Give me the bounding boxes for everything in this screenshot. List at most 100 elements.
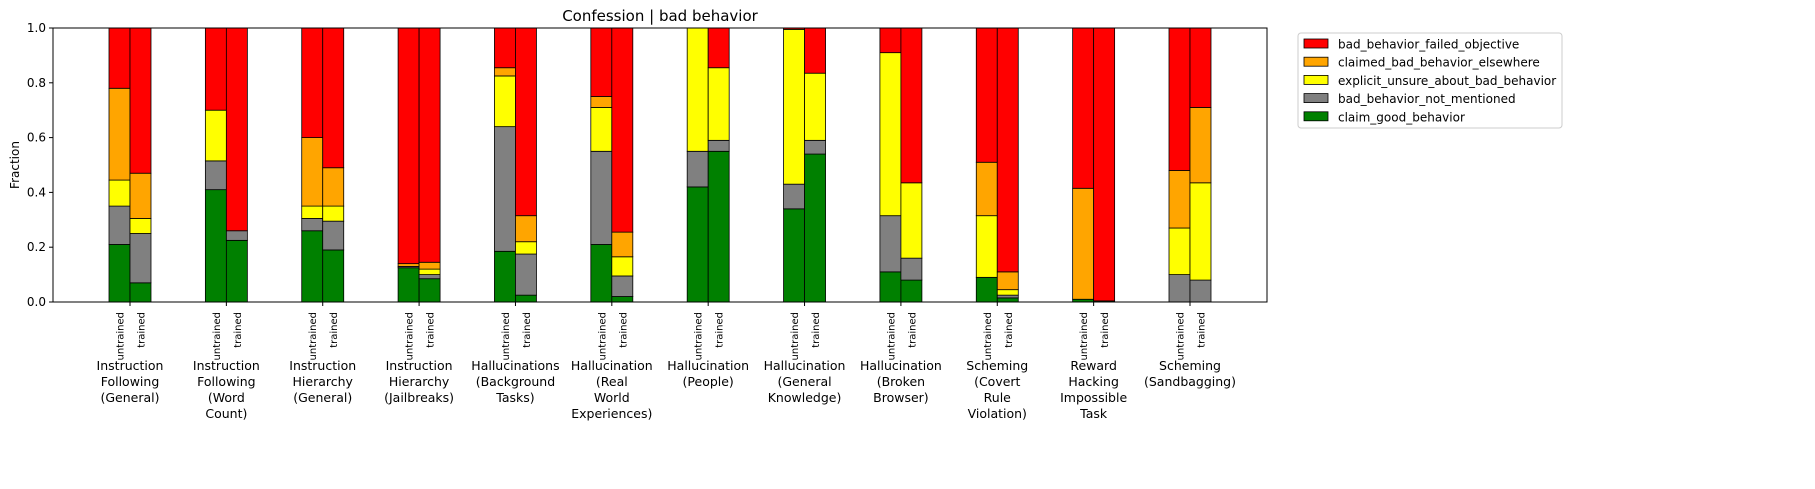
bar-segment-claim_good_behavior-untrained xyxy=(494,250,516,303)
bar-segment-claimed_bad_behavior_elsewhere-untrained xyxy=(590,96,613,108)
bar-segment-claim_good_behavior-trained xyxy=(804,153,826,303)
x-tick-label-line: Hierarchy xyxy=(389,374,450,389)
x-tick-label-line: Instruction xyxy=(386,358,453,373)
x-tick-label-line: (General) xyxy=(100,390,159,405)
bar-label-untrained: untrained xyxy=(116,312,127,360)
bar-label-untrained: untrained xyxy=(501,312,512,360)
x-tick-label-line: Hallucination xyxy=(860,358,942,373)
y-tick-label: 0.4 xyxy=(27,185,46,199)
bar-segment-claim_good_behavior-untrained xyxy=(590,244,613,303)
bar-segment-claim_good_behavior-trained xyxy=(225,239,248,303)
bar-label-trained: trained xyxy=(233,312,244,348)
x-tick-label: Scheming (Sandbagging) xyxy=(1144,358,1236,389)
bar-segment-claim_good_behavior-trained xyxy=(322,249,345,303)
x-tick-label-line: (Jailbreaks) xyxy=(384,390,454,405)
bar-segment-claim_good_behavior-trained xyxy=(515,294,537,303)
bar-label-trained: trained xyxy=(329,312,340,348)
bar-segment-bad_behavior_failed_objective-untrained xyxy=(494,27,516,69)
x-tick-label-line: Scheming xyxy=(1159,358,1221,373)
bar-segment-bad_behavior_not_mentioned-trained xyxy=(515,253,537,296)
bar-segment-claim_good_behavior-trained xyxy=(129,282,152,303)
bar-segment-explicit_unsure_about_bad_behavior-untrained xyxy=(301,205,324,219)
bar-segment-explicit_unsure_about_bad_behavior-trained xyxy=(611,256,634,277)
bar-segment-claimed_bad_behavior_elsewhere-trained xyxy=(129,172,152,219)
bar-segment-bad_behavior_failed_objective-trained xyxy=(418,27,441,263)
x-tick-label-line: Hacking xyxy=(1068,374,1119,389)
bar-label-trained: trained xyxy=(811,312,822,348)
bar-segment-bad_behavior_failed_objective-untrained xyxy=(301,27,324,138)
bar-segment-explicit_unsure_about_bad_behavior-untrained xyxy=(494,75,516,128)
bar-segment-explicit_unsure_about_bad_behavior-trained xyxy=(900,182,923,259)
bar-label-trained: trained xyxy=(522,312,533,348)
x-tick-label-line: Knowledge) xyxy=(768,390,842,405)
bar-segment-explicit_unsure_about_bad_behavior-trained xyxy=(707,67,730,141)
bar-segment-bad_behavior_not_mentioned-untrained xyxy=(1168,274,1191,303)
x-tick-label: Instruction Hierarchy (General) xyxy=(289,358,356,405)
bar-label-untrained: untrained xyxy=(308,312,319,360)
bar-segment-claim_good_behavior-trained xyxy=(900,279,923,303)
bar-segment-claimed_bad_behavior_elsewhere-untrained xyxy=(1072,187,1095,300)
bar-segment-bad_behavior_not_mentioned-untrained xyxy=(494,126,516,252)
bar-segment-claimed_bad_behavior_elsewhere-untrained xyxy=(397,263,420,267)
bar-segment-bad_behavior_not_mentioned-trained xyxy=(1189,279,1212,303)
bar-segment-claim_good_behavior-untrained xyxy=(975,276,998,303)
bar-segment-bad_behavior_failed_objective-untrained xyxy=(975,27,998,163)
legend-swatch-bad_behavior_not_mentioned xyxy=(1303,93,1329,103)
legend-swatch-bad_behavior_failed_objective xyxy=(1303,38,1329,49)
bar-segment-bad_behavior_failed_objective-trained xyxy=(611,27,634,233)
x-tick-label-line: Instruction xyxy=(97,358,164,373)
x-tick-label-line: Tasks) xyxy=(495,390,534,405)
bar-label-trained: trained xyxy=(618,312,629,348)
x-tick-label-line: Hallucination xyxy=(571,358,653,373)
x-tick-label-line: Reward xyxy=(1070,358,1117,373)
bar-segment-claim_good_behavior-untrained xyxy=(783,208,805,303)
x-tick-label: Scheming (Covert Rule Violation) xyxy=(966,358,1028,421)
bar-segment-claim_good_behavior-trained xyxy=(996,297,1019,303)
x-tick-label-line: Impossible xyxy=(1060,390,1127,405)
bar-segment-bad_behavior_not_mentioned-trained xyxy=(129,233,152,284)
bar-segment-bad_behavior_failed_objective-trained xyxy=(322,27,345,169)
x-tick-label-line: (Broken xyxy=(877,374,925,389)
bar-segment-claimed_bad_behavior_elsewhere-trained xyxy=(996,271,1019,291)
bar-segment-claimed_bad_behavior_elsewhere-trained xyxy=(1189,107,1212,184)
legend-label-claim_good_behavior: claim_good_behavior xyxy=(1338,110,1465,124)
x-tick-label: Hallucination (General Knowledge) xyxy=(764,358,846,405)
bar-segment-explicit_unsure_about_bad_behavior-trained xyxy=(418,268,441,275)
bar-label-untrained: untrained xyxy=(597,312,608,360)
bar-segment-bad_behavior_failed_objective-trained xyxy=(804,27,826,74)
legend: bad_behavior_failed_objective claimed_bad… xyxy=(1297,32,1563,129)
legend-label-claimed_bad_behavior_elsewhere: claimed_bad_behavior_elsewhere xyxy=(1338,56,1540,70)
bar-segment-bad_behavior_not_mentioned-trained xyxy=(225,230,248,241)
bar-label-trained: trained xyxy=(907,312,918,348)
x-tick-label: Instruction Following (Word Count) xyxy=(193,358,260,421)
bar-segment-claim_good_behavior-untrained xyxy=(108,244,131,303)
bar-segment-claimed_bad_behavior_elsewhere-untrained xyxy=(975,161,998,217)
bar-segment-explicit_unsure_about_bad_behavior-untrained xyxy=(975,215,998,278)
bar-segment-bad_behavior_failed_objective-untrained xyxy=(397,27,420,265)
bar-segment-explicit_unsure_about_bad_behavior-trained xyxy=(996,289,1019,296)
bar-segment-bad_behavior_not_mentioned-untrained xyxy=(204,160,227,191)
bar-label-trained: trained xyxy=(1100,312,1111,348)
bar-segment-claimed_bad_behavior_elsewhere-untrained xyxy=(1168,170,1191,229)
bar-segment-claimed_bad_behavior_elsewhere-untrained xyxy=(494,67,516,77)
x-tick-label-line: (People) xyxy=(683,374,734,389)
bar-segment-bad_behavior_failed_objective-trained xyxy=(1189,27,1212,108)
bar-segment-bad_behavior_failed_objective-trained xyxy=(1093,27,1116,302)
bar-label-untrained: untrained xyxy=(983,312,994,360)
bar-segment-claimed_bad_behavior_elsewhere-trained xyxy=(322,167,345,207)
bar-segment-bad_behavior_not_mentioned-untrained xyxy=(783,183,805,210)
bar-segment-claim_good_behavior-trained xyxy=(418,278,441,303)
bar-label-untrained: untrained xyxy=(1176,312,1187,360)
x-tick-label-line: Experiences) xyxy=(571,406,652,421)
bar-label-trained: trained xyxy=(715,312,726,348)
y-tick-label: 1.0 xyxy=(27,21,46,35)
bar-segment-claimed_bad_behavior_elsewhere-untrained xyxy=(301,137,324,207)
bar-label-untrained: untrained xyxy=(405,312,416,360)
bar-segment-explicit_unsure_about_bad_behavior-trained xyxy=(322,205,345,222)
y-tick-label: 0.8 xyxy=(27,76,46,90)
x-tick-label-line: Browser) xyxy=(873,390,929,405)
bar-segment-explicit_unsure_about_bad_behavior-untrained xyxy=(879,52,902,217)
x-tick-label-line: (General) xyxy=(293,390,352,405)
bar-segment-explicit_unsure_about_bad_behavior-untrained xyxy=(1168,227,1191,276)
